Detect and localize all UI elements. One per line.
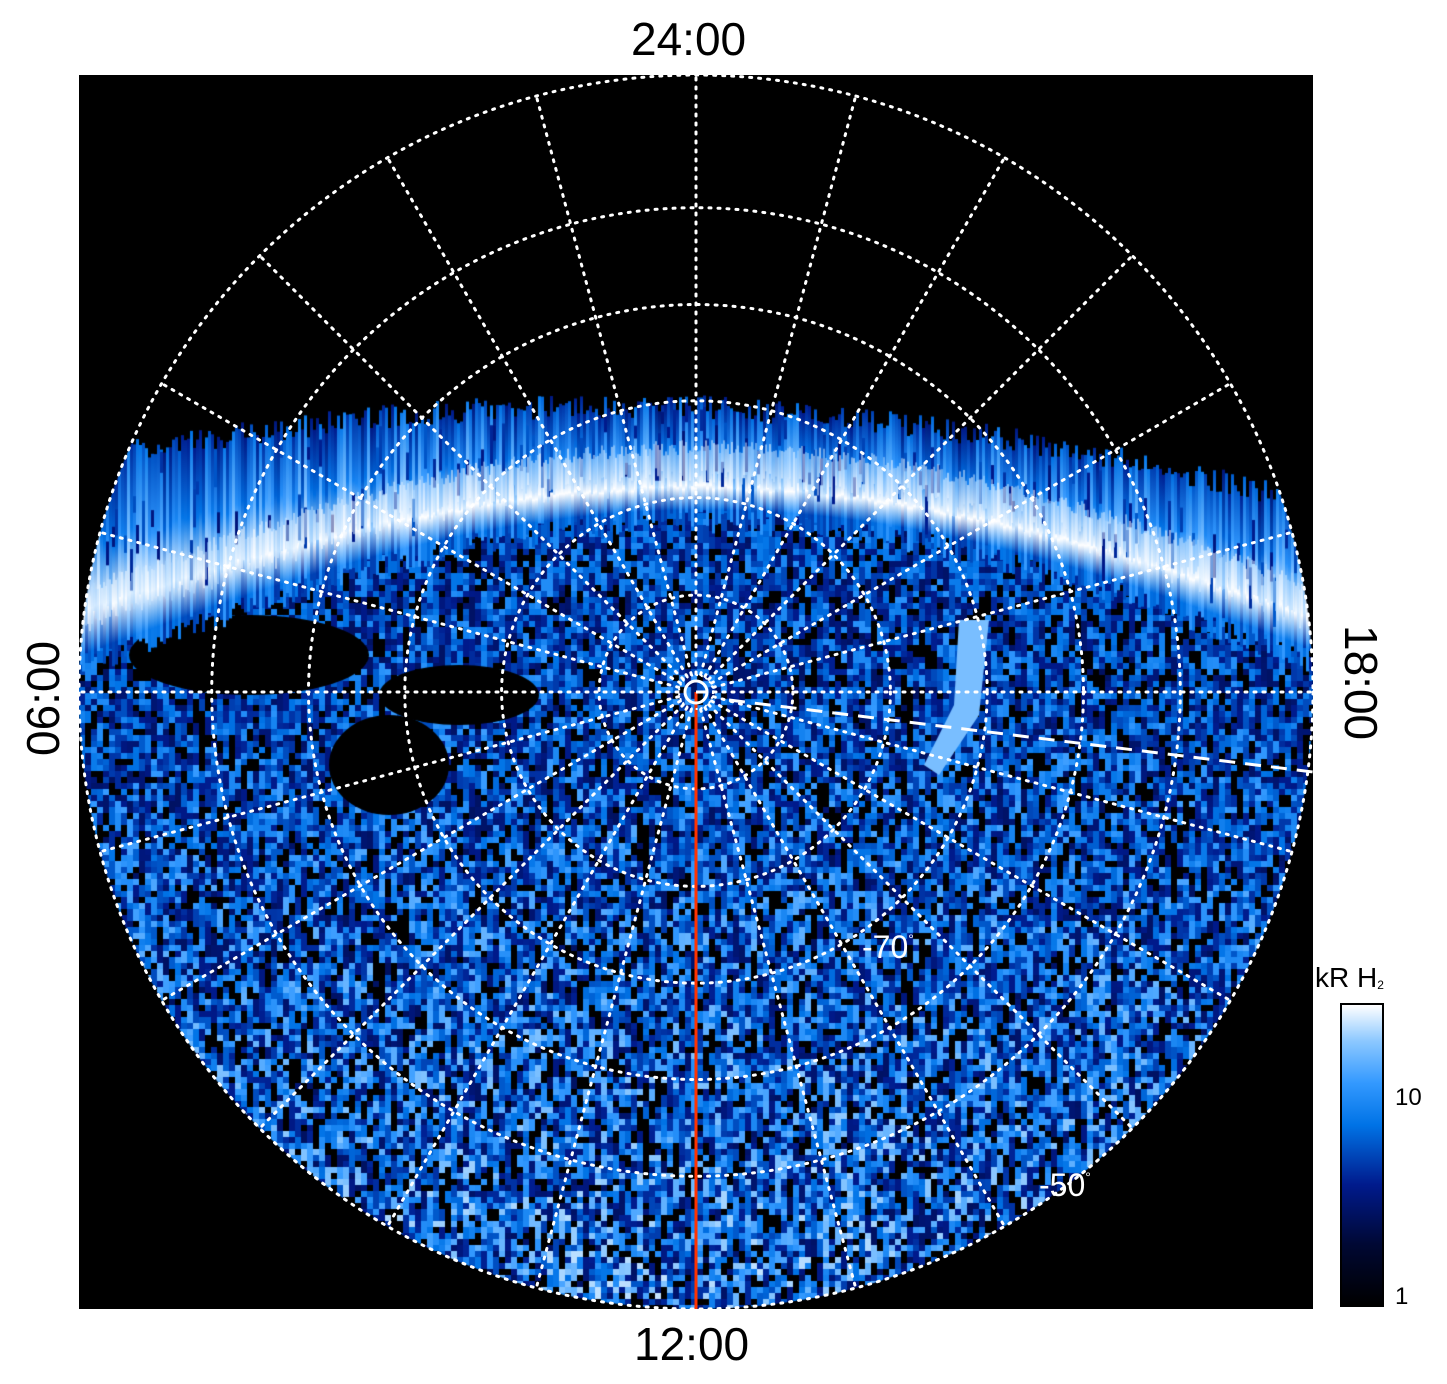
local-time-meridian [699,707,858,1290]
local-time-meridian [258,254,685,681]
colorbar-tick-1: 1 [1395,1283,1409,1310]
lt-label-dawn: 06:00 [17,640,69,756]
colorbar [1340,1003,1384,1307]
local-time-meridian [386,156,689,678]
lt-label-noon: 12:00 [634,1318,750,1370]
local-time-meridian [534,707,693,1290]
local-time-meridian [699,94,858,677]
local-time-meridian [711,530,1294,689]
colorbar-tick-10: 10 [1395,1084,1422,1111]
colorbar-title: kR H2 [1315,962,1384,993]
lat-label-70: -70° [862,929,914,965]
polar-projection-panel: -70° -50° [79,75,1313,1309]
sun-center-icon [678,674,714,710]
local-time-meridian [98,695,681,854]
lat-label-50: -50° [1039,1167,1091,1203]
lt-label-midnight: 24:00 [631,13,747,65]
local-time-meridian [707,703,1134,1130]
local-time-meridian [160,699,682,1002]
local-time-meridian [703,706,1006,1228]
local-time-meridian [258,703,685,1130]
polar-grid [79,75,1313,1309]
local-time-meridian [160,382,682,685]
local-time-meridian [710,699,1232,1002]
local-time-meridian [98,530,681,689]
local-time-meridian [534,94,693,677]
local-time-meridian [703,156,1006,678]
latitude-circle [210,206,1182,1178]
local-time-meridians [79,75,1313,1309]
lt-label-dusk: 18:00 [1335,625,1387,741]
dashed-reference-line [728,698,1313,774]
local-time-meridian [711,695,1294,854]
local-time-meridian [707,254,1134,681]
local-time-meridian [386,706,689,1228]
local-time-meridian [710,382,1232,685]
